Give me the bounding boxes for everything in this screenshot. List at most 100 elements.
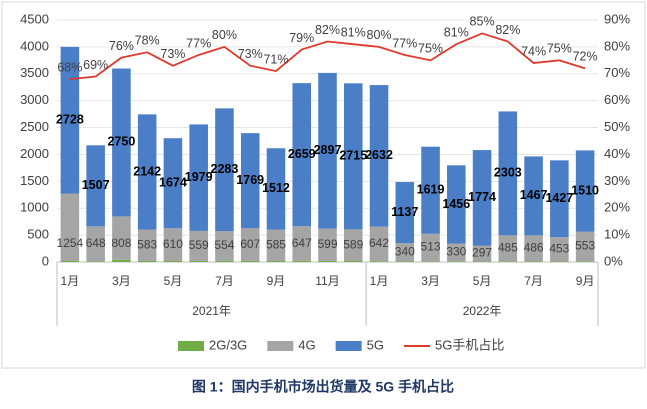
- data-label: 513: [421, 240, 441, 254]
- data-label: 1769: [236, 173, 264, 187]
- data-label: 559: [189, 238, 209, 252]
- bar-segment: [240, 228, 260, 261]
- line-label: 77%: [186, 36, 211, 50]
- y2-tick-label: 90%: [604, 11, 630, 26]
- bar-segment: [472, 261, 492, 262]
- data-label: 340: [395, 244, 415, 258]
- bar-segment: [215, 108, 234, 232]
- bar-segment: [240, 260, 260, 262]
- chart-border: [1, 1, 646, 369]
- data-label: 648: [86, 236, 106, 250]
- line-label: 74%: [521, 44, 546, 58]
- bar-segment: [163, 228, 183, 262]
- data-label: 607: [240, 237, 260, 251]
- data-label: 1774: [468, 190, 496, 204]
- y2-tick-label: 0%: [604, 253, 623, 268]
- y-tick-label: 4500: [20, 11, 49, 26]
- data-label: 2750: [107, 135, 135, 149]
- data-label: 1512: [262, 181, 290, 195]
- bar-segment: [550, 261, 569, 262]
- line-label: 78%: [135, 34, 160, 48]
- group-label: 2022年: [463, 304, 502, 318]
- bar-segment: [189, 230, 208, 261]
- x-tick-label: 5月: [164, 274, 183, 288]
- x-tick-label: 3月: [421, 274, 440, 288]
- data-label: 486: [524, 241, 544, 255]
- data-label: 453: [549, 241, 569, 255]
- line-label: 79%: [289, 31, 314, 45]
- line-label: 81%: [341, 25, 366, 39]
- y-tick-label: 1500: [20, 173, 49, 188]
- data-label: 1510: [571, 183, 599, 197]
- data-label: 585: [266, 237, 286, 251]
- line-label: 71%: [263, 52, 288, 66]
- line-label: 80%: [212, 28, 237, 42]
- bar-segment: [318, 72, 337, 229]
- bar-segment: [137, 260, 157, 262]
- legend-label: 4G: [298, 337, 315, 352]
- bar-segment: [292, 260, 312, 262]
- line-label: 82%: [315, 23, 340, 37]
- bar-segment: [550, 160, 569, 238]
- bar-segment: [215, 231, 234, 261]
- line-label: 80%: [367, 28, 392, 42]
- bar-segment: [292, 226, 312, 261]
- y2-tick-label: 60%: [604, 92, 630, 107]
- line-label: 77%: [392, 36, 417, 50]
- x-tick-label: 3月: [112, 274, 131, 288]
- line-label: 82%: [495, 23, 520, 37]
- bar-segment: [266, 261, 286, 262]
- bar-segment: [343, 229, 363, 262]
- bar-segment: [60, 46, 80, 194]
- bar-segment: [421, 261, 440, 262]
- bar-segment: [215, 260, 234, 262]
- group-label: 2021年: [192, 304, 231, 318]
- data-label: 2897: [314, 143, 342, 157]
- bar-segment: [163, 261, 183, 262]
- bar-segment: [421, 233, 440, 262]
- bar-segment: [524, 235, 543, 262]
- bar-segment: [266, 148, 286, 230]
- bar-segment: [447, 261, 466, 262]
- bar-segment: [60, 193, 80, 262]
- line-label: 75%: [547, 42, 572, 56]
- bar-segment: [550, 237, 569, 262]
- bar-segment: [395, 243, 415, 262]
- data-label: 1427: [545, 191, 573, 205]
- bar-segment: [369, 226, 389, 262]
- data-label: 1467: [520, 188, 548, 202]
- bar-segment: [343, 83, 363, 230]
- legend-swatch: [335, 341, 362, 351]
- bar-segment: [395, 182, 415, 244]
- data-label: 1619: [417, 183, 445, 197]
- data-label: 808: [111, 236, 131, 250]
- bar-segment: [447, 243, 466, 262]
- bar-segment: [343, 261, 363, 262]
- data-label: 642: [369, 236, 389, 250]
- bar-segment: [189, 260, 208, 262]
- bar-segment: [112, 259, 131, 262]
- data-label: 553: [575, 239, 595, 253]
- y2-tick-label: 10%: [604, 227, 630, 242]
- legend-label: 5G: [367, 337, 384, 352]
- data-label: 583: [137, 237, 157, 251]
- legend-label: 5G手机占比: [435, 337, 504, 352]
- legend-label: 2G/3G: [209, 337, 247, 352]
- data-label: 2715: [339, 149, 367, 163]
- x-tick-label: 9月: [576, 274, 595, 288]
- bar-segment: [240, 133, 260, 229]
- y2-tick-label: 20%: [604, 200, 630, 215]
- caption: 图 1：国内手机市场出货量及 5G 手机占比: [192, 379, 454, 395]
- data-label: 485: [498, 240, 518, 254]
- bar-segment: [498, 111, 518, 236]
- y2-tick-label: 40%: [604, 146, 630, 161]
- data-label: 589: [343, 237, 363, 251]
- bar-segment: [498, 261, 518, 262]
- bar-segment: [524, 261, 543, 262]
- legend-swatch: [267, 341, 294, 351]
- bar-segment: [86, 145, 105, 227]
- data-label: 2728: [56, 113, 84, 127]
- line-label: 75%: [418, 42, 443, 56]
- bar-segment: [292, 83, 312, 227]
- data-label: 2632: [365, 148, 393, 162]
